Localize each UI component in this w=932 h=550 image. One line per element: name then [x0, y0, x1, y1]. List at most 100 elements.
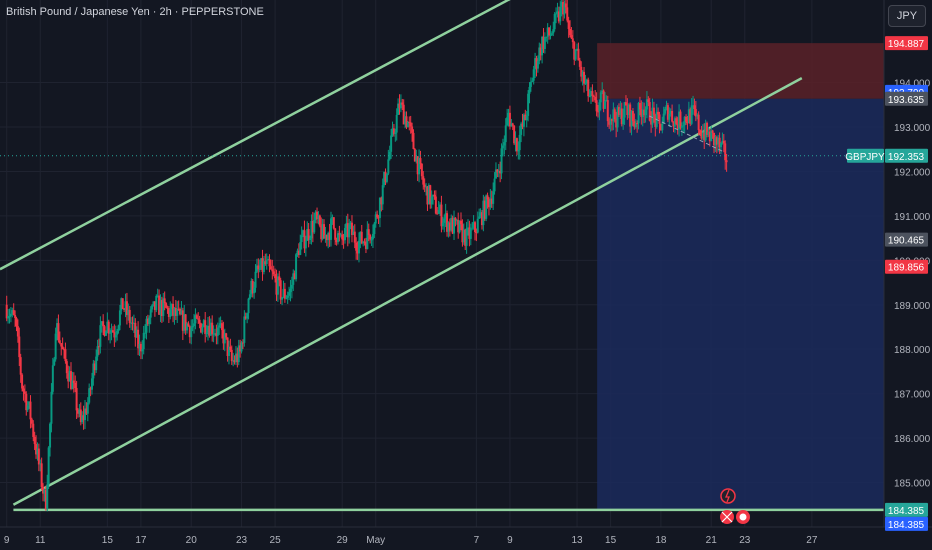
candle-body [97, 346, 100, 348]
y-tick-label: 185.000 [894, 479, 931, 490]
candle-body [89, 388, 92, 390]
candle-body [5, 304, 8, 319]
currency-button[interactable]: JPY [888, 5, 926, 27]
candle-body [313, 219, 316, 233]
candle-body [469, 228, 472, 239]
price-labels: 194.887193.790193.635192.353GBPJPY190.46… [845, 36, 928, 531]
candle-body [86, 402, 89, 414]
candle-body [399, 102, 402, 109]
candle-body [573, 42, 576, 60]
candle-body [36, 448, 39, 455]
candle-body [460, 220, 463, 225]
candle-body [213, 333, 216, 335]
y-tick-label: 187.000 [894, 390, 931, 401]
candle-body [332, 217, 335, 229]
candle-body [441, 222, 444, 227]
candle-body [216, 327, 219, 336]
candle-body [598, 102, 601, 112]
candle-body [96, 346, 99, 357]
candle-body [426, 186, 429, 205]
candle-body [493, 178, 496, 192]
candle-body [207, 325, 209, 333]
candle-body [35, 444, 38, 455]
candle-body [451, 217, 454, 234]
candle-body [155, 295, 158, 311]
candle-body [535, 58, 538, 69]
candle-body [151, 305, 154, 310]
candle-body [255, 265, 258, 272]
candle-body [415, 156, 418, 162]
candle-body [201, 326, 204, 333]
candle-body [131, 322, 134, 324]
candle-body [548, 27, 551, 36]
candle-body [534, 58, 537, 70]
candle-body [538, 47, 541, 62]
candle-body [450, 217, 453, 231]
candle-body [394, 132, 397, 134]
candle-body [26, 405, 29, 411]
candle-body [659, 123, 662, 131]
candle-body [613, 109, 616, 120]
candle-body [504, 125, 507, 143]
candle-body [237, 345, 240, 363]
x-tick-label: 21 [706, 535, 718, 546]
candle-body [8, 315, 11, 317]
trend-channel[interactable] [0, 0, 884, 512]
candle-body [212, 333, 215, 335]
candle-body [717, 137, 720, 145]
candle-body [132, 322, 135, 324]
candle-body [724, 143, 727, 161]
candle-body [543, 37, 546, 49]
candle-body [571, 38, 574, 43]
candle-body [300, 235, 303, 243]
candle-body [310, 220, 313, 239]
candle-body [384, 172, 387, 182]
candle-body [722, 140, 725, 144]
candle-body [529, 81, 532, 87]
candle-body [673, 118, 676, 127]
candle-body [188, 326, 191, 338]
candle-body [513, 125, 516, 144]
candle-body [71, 380, 74, 389]
candle-body [148, 317, 151, 325]
candle-body [647, 99, 650, 103]
candle-body [584, 83, 587, 85]
candle-body [552, 29, 555, 34]
candle-body [227, 346, 230, 356]
candle-body [11, 310, 14, 314]
candle-body [439, 204, 442, 211]
candle-body [693, 105, 696, 110]
candle-body [620, 108, 623, 125]
position-zones[interactable] [597, 43, 884, 510]
candle-body [74, 382, 77, 389]
candle-body [244, 316, 247, 319]
candle-body [187, 323, 190, 327]
candle-body [177, 308, 180, 310]
candle-body [337, 233, 339, 243]
candle-body [166, 307, 169, 309]
japan-flag-dot [739, 513, 747, 521]
candle-body [546, 27, 549, 37]
candle-body [248, 294, 251, 299]
candle-body [566, 7, 569, 21]
candle-body [110, 330, 113, 333]
candle-body [664, 108, 667, 114]
candle-body [536, 61, 539, 69]
candle-body [286, 295, 289, 298]
candle-body [152, 301, 155, 306]
candle-body [46, 484, 49, 510]
price-label-box [885, 148, 928, 163]
candle-body [258, 268, 261, 270]
candle-body [138, 343, 141, 349]
candle-body [631, 111, 634, 122]
candle-body [142, 332, 145, 350]
candle-body [429, 185, 432, 205]
symbol-title[interactable]: British Pound / Japanese Yen · 2h · PEPP… [6, 6, 264, 18]
candle-body [296, 250, 299, 255]
candle-body [81, 415, 84, 423]
candle-body [634, 123, 637, 128]
candle-body [577, 48, 580, 61]
x-tick-label: May [366, 535, 385, 546]
